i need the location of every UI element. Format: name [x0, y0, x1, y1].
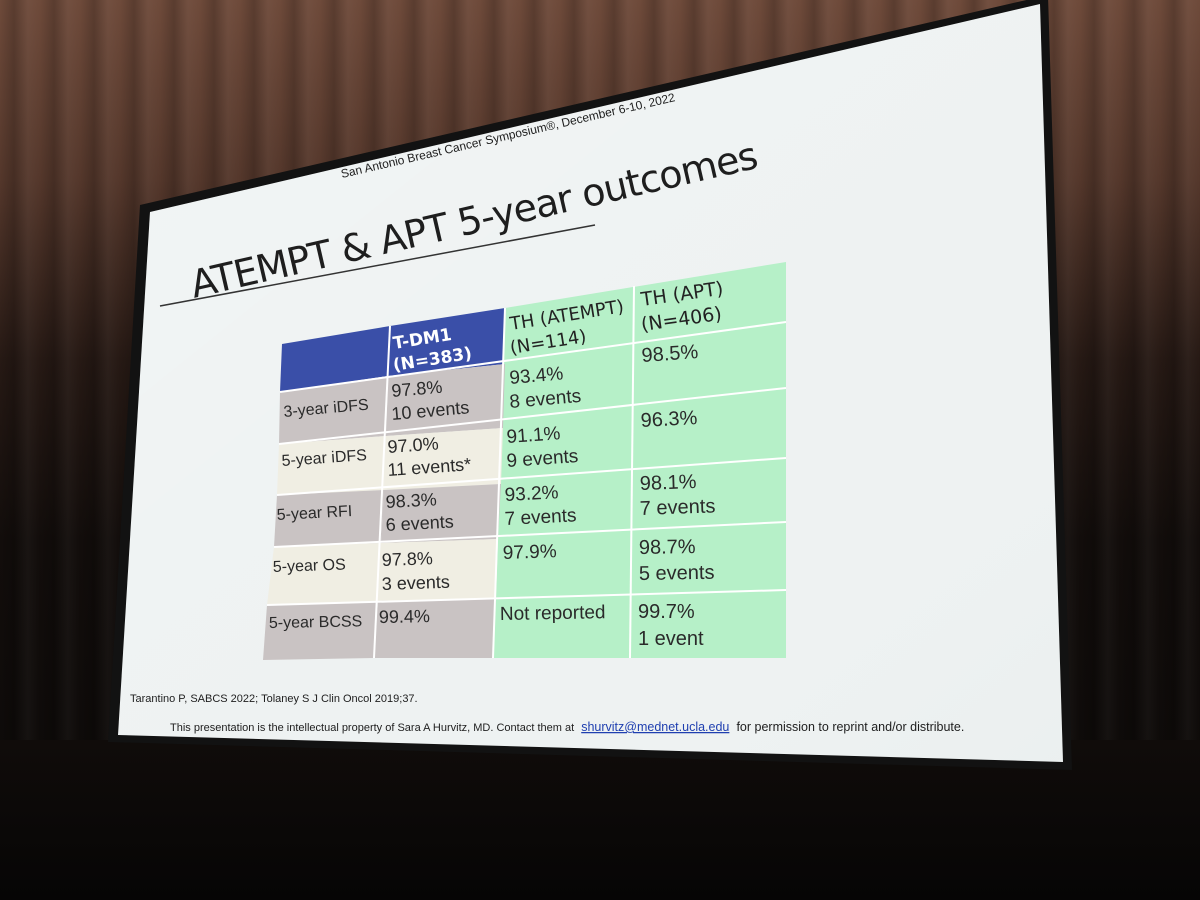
tdm1-r1-pct: 97.8%: [391, 377, 444, 401]
tdm1-r3-pct: 98.3%: [385, 489, 437, 512]
row-label-4: 5-year OS: [273, 556, 346, 576]
row3-tdm1-bg: [381, 484, 501, 543]
apt-r4-events: 5 events: [639, 562, 715, 585]
row4-label-bg: [267, 543, 381, 605]
row2-tdm1-bg: [384, 428, 503, 490]
row4-tdm1-bg: [378, 539, 498, 601]
row-label-5: 5-year BCSS: [269, 613, 363, 632]
apt-r3-pct: 98.1%: [639, 471, 697, 495]
row3-label-bg: [274, 490, 384, 547]
row-label-2: 5-year iDFS: [281, 447, 367, 470]
title-underline: [159, 224, 596, 307]
apt-r5-events: 1 event: [638, 628, 704, 650]
footer-text-after: for permission to reprint and/or distrib…: [736, 720, 964, 734]
apt-r5-pct: 99.7%: [638, 601, 695, 623]
atempt-r2-events: 9 events: [506, 446, 579, 472]
row5-label-bg: [263, 601, 378, 660]
footer-notice: This presentation is the intellectual pr…: [170, 720, 964, 734]
green-columns-bg: [493, 262, 786, 658]
footer-email-link[interactable]: shurvitz@mednet.ucla.edu: [581, 720, 729, 734]
row1-label-bg: [279, 376, 388, 444]
table-grid: [266, 285, 787, 659]
atempt-r5-value: Not reported: [500, 602, 606, 625]
row1-tdm1-bg: [386, 364, 505, 436]
apt-r2-pct: 96.3%: [640, 407, 698, 432]
tdm1-r4-pct: 97.8%: [381, 548, 433, 570]
atempt-r2-pct: 91.1%: [506, 423, 561, 448]
tdm1-r3-events: 6 events: [385, 511, 454, 535]
atempt-r3-events: 7 events: [504, 505, 577, 530]
apt-r1-pct: 98.5%: [641, 341, 699, 367]
apt-r4-pct: 98.7%: [639, 536, 696, 559]
reference-citation: Tarantino P, SABCS 2022; Tolaney S J Cli…: [130, 693, 418, 705]
apt-r3-events: 7 events: [639, 495, 715, 520]
row2-label-bg: [277, 436, 386, 495]
header-tdm1-cell: [388, 308, 505, 376]
footer-text-before: This presentation is the intellectual pr…: [170, 722, 574, 734]
tdm1-r2-pct: 97.0%: [387, 433, 439, 457]
row-label-3: 5-year RFI: [276, 503, 352, 524]
tdm1-r5-pct: 99.4%: [379, 606, 430, 627]
atempt-r4-pct: 97.9%: [502, 541, 557, 564]
tdm1-r4-events: 3 events: [381, 572, 450, 594]
atempt-r3-pct: 93.2%: [504, 482, 559, 506]
row5-tdm1-bg: [374, 598, 496, 658]
header-corner-cell: [280, 326, 390, 392]
atempt-r1-pct: 93.4%: [509, 363, 565, 389]
